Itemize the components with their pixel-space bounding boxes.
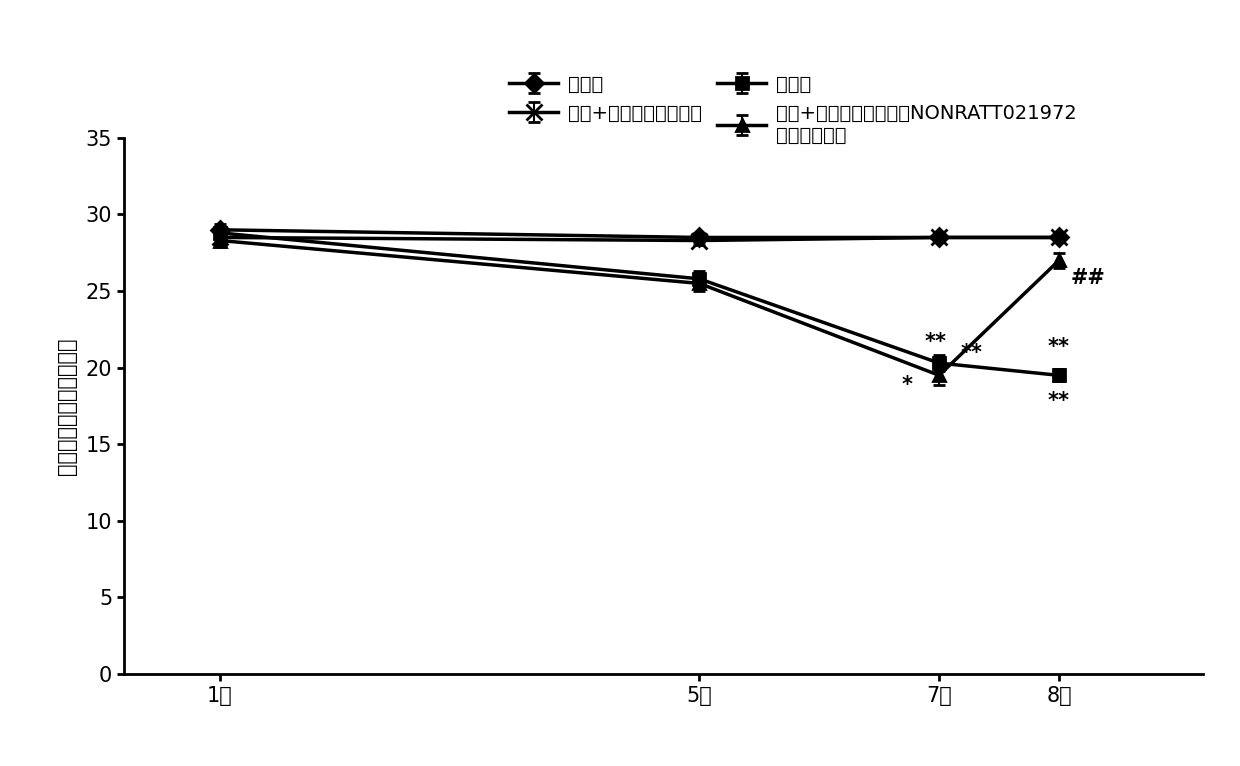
Legend: 对照组, 模型+乱序小干扰处理组, 模型组, 模型+长非编码核糖核酸NONRATT021972
小干扰处理组: 对照组, 模型+乱序小干扰处理组, 模型组, 模型+长非编码核糖核酸NONRAT… bbox=[502, 67, 1084, 152]
Y-axis label: 热缩足反射潜伏期（秒）: 热缩足反射潜伏期（秒） bbox=[57, 337, 77, 475]
Text: *: * bbox=[901, 375, 913, 395]
Text: **: ** bbox=[925, 332, 946, 352]
Text: **: ** bbox=[961, 343, 982, 363]
Text: **: ** bbox=[1048, 337, 1070, 357]
Text: ##: ## bbox=[1071, 268, 1106, 288]
Text: **: ** bbox=[1048, 391, 1070, 411]
